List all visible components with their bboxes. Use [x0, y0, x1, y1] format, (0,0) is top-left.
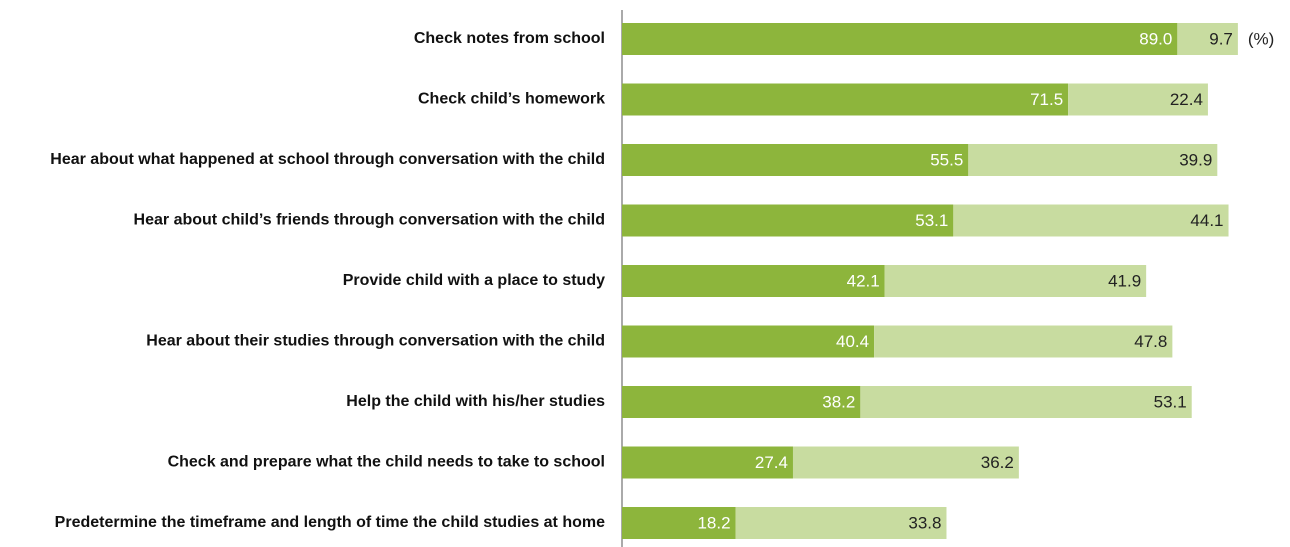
category-label: Predetermine the timeframe and length of…: [55, 514, 605, 531]
bar-segment: [622, 265, 885, 297]
category-label: Check and prepare what the child needs t…: [168, 454, 605, 471]
bar-segment: [884, 265, 1147, 297]
value-label: 42.1: [847, 271, 880, 290]
value-label: 39.9: [1179, 150, 1212, 169]
value-label: 36.2: [981, 453, 1014, 472]
bar-segment: [968, 144, 1218, 176]
bar-segment: [622, 23, 1178, 55]
bar-segment: [792, 446, 1019, 479]
value-label: 53.1: [1154, 392, 1187, 411]
value-label: 18.2: [697, 513, 730, 532]
bar-segment: [1068, 83, 1208, 116]
bar-segment: [622, 325, 875, 358]
value-label: 44.1: [1190, 211, 1223, 230]
value-label: 22.4: [1170, 90, 1203, 109]
unit-label: (%): [1248, 29, 1274, 48]
bar-segment: [622, 446, 793, 479]
value-label: 71.5: [1030, 90, 1063, 109]
bar-segment: [874, 325, 1173, 358]
bar-segment: [860, 386, 1192, 418]
value-label: 27.4: [755, 453, 788, 472]
bar-segment: [1177, 23, 1238, 55]
bar-segment: [622, 144, 969, 176]
value-label: 40.4: [836, 332, 869, 351]
value-label: 9.7: [1209, 29, 1233, 48]
category-label: Provide child with a place to study: [343, 272, 605, 289]
category-label: Help the child with his/her studies: [346, 393, 605, 410]
bar-segment: [622, 507, 736, 539]
value-label: 47.8: [1134, 332, 1167, 351]
value-label: 55.5: [930, 150, 963, 169]
category-label: Hear about their studies through convers…: [146, 333, 605, 350]
value-label: 41.9: [1108, 271, 1141, 290]
bar-segment: [735, 507, 947, 539]
category-label: Hear about what happened at school throu…: [50, 151, 605, 168]
category-label: Check notes from school: [414, 30, 605, 47]
bar-segment: [622, 386, 861, 418]
value-label: 33.8: [908, 513, 941, 532]
bar-segment: [953, 204, 1229, 237]
value-label: 53.1: [915, 211, 948, 230]
bar-segment: [622, 83, 1069, 116]
category-label: Hear about child’s friends through conve…: [134, 212, 605, 229]
category-label: Check child’s homework: [418, 91, 605, 108]
bar-segment: [622, 204, 954, 237]
value-label: 89.0: [1139, 29, 1172, 48]
value-label: 38.2: [822, 392, 855, 411]
